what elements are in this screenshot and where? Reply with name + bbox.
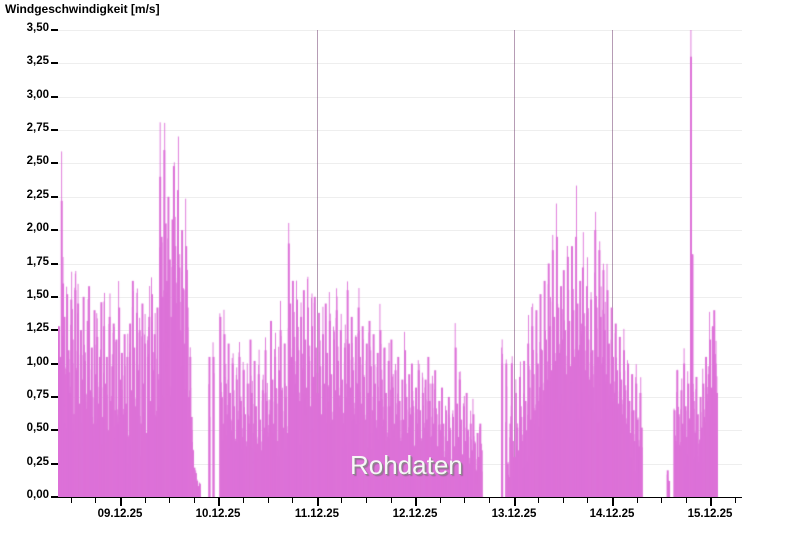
x-axis-tick-minor — [341, 498, 342, 503]
x-axis-tick-major — [612, 498, 614, 506]
x-axis-tick-minor — [366, 498, 367, 503]
y-axis-label: 1,75 — [26, 256, 49, 268]
y-axis-tick — [51, 496, 58, 498]
x-axis-tick-minor — [292, 498, 293, 503]
data-series-canvas — [58, 30, 742, 497]
x-axis-tick-minor — [563, 498, 564, 503]
y-axis-label: 0,25 — [26, 456, 49, 468]
y-axis-tick — [51, 363, 58, 365]
y-axis-label: 3,50 — [26, 22, 49, 34]
y-axis-label: 3,00 — [26, 89, 49, 101]
x-axis-tick-major — [218, 498, 220, 506]
x-axis-tick-minor — [71, 498, 72, 503]
y-axis-label: 0,75 — [26, 389, 49, 401]
x-axis-label: 11.12.25 — [294, 508, 340, 520]
x-axis-label: 10.12.25 — [195, 508, 241, 520]
y-axis-tick — [51, 296, 58, 298]
y-axis-tick — [51, 162, 58, 164]
y-axis-tick — [51, 96, 58, 98]
y-axis-label: 0,50 — [26, 422, 49, 434]
x-axis-tick-minor — [243, 498, 244, 503]
y-axis-tick — [51, 196, 58, 198]
chart-title: Windgeschwindigkeit [m/s] — [5, 2, 160, 16]
x-axis-label: 09.12.25 — [97, 508, 143, 520]
x-axis-tick-minor — [661, 498, 662, 503]
y-axis-tick — [51, 62, 58, 64]
x-axis-tick-minor — [489, 498, 490, 503]
y-axis-label: 2,00 — [26, 222, 49, 234]
y-axis-label: 3,25 — [26, 55, 49, 67]
y-axis-tick — [51, 329, 58, 331]
x-axis-tick-minor — [145, 498, 146, 503]
y-axis-labels: 0,00 0,25 0,50 0,75 1,00 1,25 1,50 1,75 2,00 2,25… — [0, 0, 49, 550]
x-axis-tick-minor — [637, 498, 638, 503]
y-axis-label: 0,00 — [26, 489, 49, 501]
y-axis-tick — [51, 29, 58, 31]
x-axis-tick-major — [514, 498, 516, 506]
x-axis-tick-major — [120, 498, 122, 506]
x-axis-tick-minor — [735, 498, 736, 503]
x-axis-tick-minor — [194, 498, 195, 503]
x-axis-tick-minor — [686, 498, 687, 503]
x-axis-tick-minor — [538, 498, 539, 503]
x-axis-tick-major — [317, 498, 319, 506]
y-axis-label: 2,25 — [26, 189, 49, 201]
x-axis-tick-major — [710, 498, 712, 506]
x-axis-tick-minor — [95, 498, 96, 503]
y-axis-label: 2,75 — [26, 122, 49, 134]
x-axis-tick-minor — [587, 498, 588, 503]
x-axis-label: 14.12.25 — [589, 508, 635, 520]
y-axis-tick — [51, 229, 58, 231]
x-axis-tick-minor — [440, 498, 441, 503]
y-axis-label: 1,00 — [26, 356, 49, 368]
x-axis-tick-minor — [268, 498, 269, 503]
y-axis-tick — [51, 129, 58, 131]
x-axis-tick-minor — [464, 498, 465, 503]
y-axis-tick — [51, 429, 58, 431]
y-axis-label: 1,25 — [26, 322, 49, 334]
y-axis-label: 2,50 — [26, 155, 49, 167]
y-axis-tick — [51, 463, 58, 465]
x-axis-tick-major — [415, 498, 417, 506]
x-axis-label: 13.12.25 — [491, 508, 537, 520]
plot-area — [58, 30, 742, 497]
x-axis-line — [58, 496, 742, 498]
x-axis-label: 15.12.25 — [687, 508, 733, 520]
y-axis-tick — [51, 396, 58, 398]
y-axis-tick — [51, 263, 58, 265]
y-axis-label: 1,50 — [26, 289, 49, 301]
x-axis-label: 12.12.25 — [392, 508, 438, 520]
x-axis-tick-minor — [391, 498, 392, 503]
x-axis-tick-minor — [169, 498, 170, 503]
